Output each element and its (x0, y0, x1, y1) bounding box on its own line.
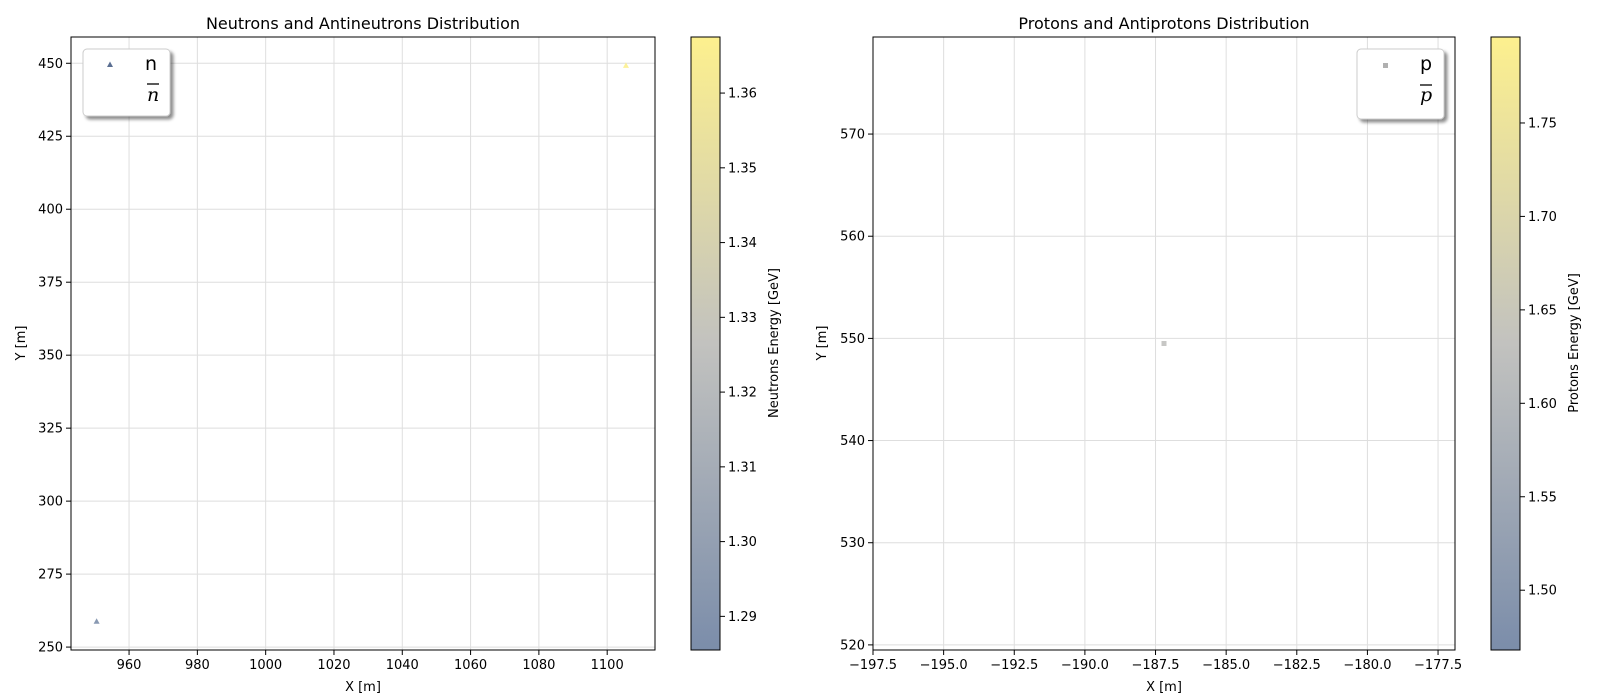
neutron-legend-label-antineutron: n (147, 84, 159, 106)
n-y-tick-label: 450 (38, 57, 63, 72)
n-y-tick-label: 425 (38, 130, 63, 145)
proton-legend-label-antiproton: p (1420, 84, 1432, 106)
p-colorbar-tick-label: 1.70 (1528, 210, 1557, 225)
n-x-tick-label: 960 (117, 658, 142, 673)
proton-colorbar: 1.50 1.55 1.60 1.65 1.70 1.75 Protons Energy … (1490, 36, 1582, 651)
proton-points (1161, 341, 1167, 346)
p-colorbar-tick-label: 1.65 (1528, 303, 1557, 318)
n-y-tick-label: 250 (38, 641, 63, 656)
proton-legend: p p (1356, 48, 1445, 120)
proton-grid (872, 37, 1455, 650)
n-x-tick-label: 1000 (249, 658, 282, 673)
proton-legend-label-p: p (1420, 53, 1432, 75)
proton-x-ticks: −197.5 −195.0 −192.5 −190.0 −187.5 −185.0 −182… (849, 650, 1462, 673)
p-colorbar-tick-label: 1.60 (1528, 397, 1557, 412)
p-x-tick-label: −195.0 (920, 658, 968, 673)
p-x-tick-label: −180.0 (1343, 658, 1391, 673)
n-y-tick-label: 300 (38, 495, 63, 510)
neutron-legend: n n (82, 48, 171, 117)
p-x-tick-label: −177.5 (1414, 658, 1462, 673)
proton-y-ticks: 520 530 540 550 560 570 (840, 128, 873, 653)
p-x-tick-label: −190.0 (1061, 658, 1109, 673)
n-colorbar-tick-label: 1.35 (728, 161, 757, 176)
n-x-tick-label: 1060 (454, 658, 487, 673)
p-x-tick-label: −182.5 (1273, 658, 1321, 673)
n-colorbar-tick-label: 1.34 (728, 236, 757, 251)
neutron-legend-box (82, 48, 171, 117)
neutron-panel: Neutrons and Antineutrons Distribution 9… (14, 14, 782, 695)
p-y-tick-label: 520 (840, 638, 865, 653)
n-data-point (622, 62, 629, 68)
proton-y-axis-label: Y [m] (815, 326, 830, 362)
proton-colorbar-label: Protons Energy [GeV] (1567, 273, 1582, 413)
n-x-tick-label: 1100 (591, 658, 624, 673)
proton-legend-square-marker (1383, 63, 1388, 68)
n-x-tick-label: 1040 (386, 658, 419, 673)
n-y-tick-label: 350 (38, 349, 63, 364)
neutron-colorbar-label: Neutrons Energy [GeV] (767, 268, 782, 418)
p-y-tick-label: 550 (840, 332, 865, 347)
proton-panel: Protons and Antiprotons Distribution −19… (815, 14, 1582, 695)
proton-chart-title: Protons and Antiprotons Distribution (1018, 14, 1309, 33)
n-y-tick-label: 325 (38, 422, 63, 437)
neutron-y-axis-label: Y [m] (14, 326, 29, 362)
p-x-tick-label: −192.5 (990, 658, 1038, 673)
p-y-tick-label: 570 (840, 128, 865, 143)
proton-x-axis-label: X [m] (1146, 680, 1182, 695)
neutron-grid (71, 37, 655, 650)
p-x-tick-label: −197.5 (849, 658, 897, 673)
n-x-tick-label: 1080 (522, 658, 555, 673)
neutron-colorbar-gradient (690, 36, 721, 651)
proton-legend-box (1356, 48, 1445, 120)
n-data-point (93, 618, 100, 624)
p-colorbar-tick-label: 1.55 (1528, 490, 1557, 505)
n-colorbar-tick-label: 1.29 (728, 610, 757, 625)
proton-colorbar-gradient (1490, 36, 1521, 651)
n-y-tick-label: 275 (38, 568, 63, 583)
neutron-plot-frame (70, 36, 656, 651)
neutron-x-ticks: 960 980 1000 1020 1040 1060 1080 1100 (117, 650, 624, 673)
p-colorbar-tick-label: 1.75 (1528, 116, 1557, 131)
p-y-tick-label: 560 (840, 230, 865, 245)
n-colorbar-tick-label: 1.30 (728, 535, 757, 550)
p-x-tick-label: −185.0 (1202, 658, 1250, 673)
neutron-colorbar-ticks: 1.29 1.30 1.31 1.32 1.33 1.34 1.35 1.36 (720, 87, 757, 625)
n-colorbar-tick-label: 1.31 (728, 460, 757, 475)
n-colorbar-tick-label: 1.32 (728, 386, 757, 401)
n-x-tick-label: 980 (185, 658, 210, 673)
p-x-tick-label: −187.5 (1131, 658, 1179, 673)
n-x-tick-label: 1020 (317, 658, 350, 673)
neutron-x-axis-label: X [m] (345, 680, 381, 695)
neutron-legend-triangle-marker (107, 61, 113, 67)
p-y-tick-label: 540 (840, 434, 865, 449)
n-y-tick-label: 375 (38, 276, 63, 291)
neutron-y-ticks: 250 275 300 325 350 375 400 425 450 (38, 57, 71, 656)
proton-plot-frame (872, 36, 1456, 651)
n-y-tick-label: 400 (38, 203, 63, 218)
neutron-legend-label-n: n (145, 53, 157, 75)
neutron-chart-title: Neutrons and Antineutrons Distribution (206, 14, 520, 33)
n-colorbar-tick-label: 1.33 (728, 311, 757, 326)
n-colorbar-tick-label: 1.36 (728, 87, 757, 102)
p-data-point (1161, 341, 1167, 346)
p-y-tick-label: 530 (840, 536, 865, 551)
neutron-points (93, 62, 629, 624)
neutron-colorbar: 1.29 1.30 1.31 1.32 1.33 1.34 1.35 1.36 Neutron… (690, 36, 782, 651)
p-colorbar-tick-label: 1.50 (1528, 584, 1557, 599)
proton-colorbar-ticks: 1.50 1.55 1.60 1.65 1.70 1.75 (1520, 116, 1557, 599)
